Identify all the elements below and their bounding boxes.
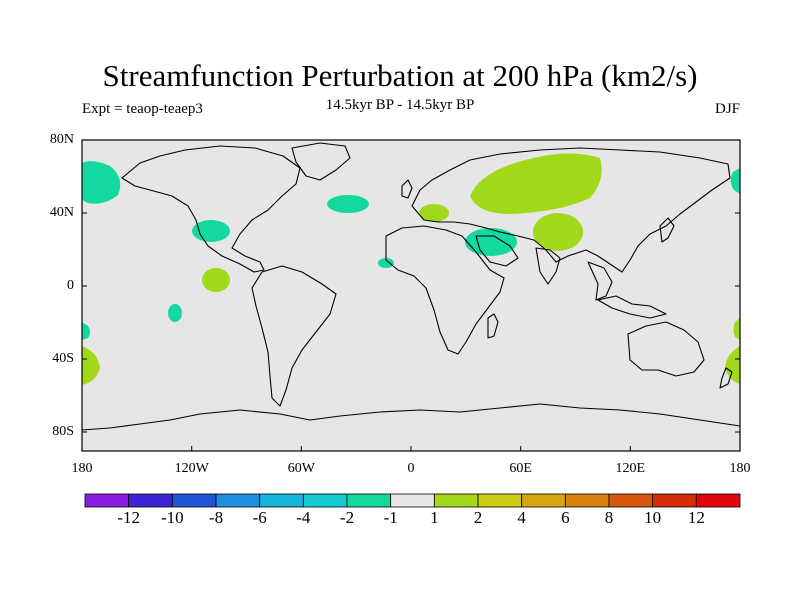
map-ticks bbox=[81, 139, 741, 451]
lat-label-40n: 40N bbox=[49, 205, 74, 220]
lat-label-0: 0 bbox=[67, 278, 74, 293]
colorbar-label-11: 8 bbox=[604, 508, 614, 527]
colorbar-swatch-5 bbox=[302, 493, 348, 508]
anomaly-n-atlantic bbox=[327, 195, 369, 213]
anomaly-n-pacific-180 bbox=[82, 161, 121, 204]
coast-india bbox=[535, 247, 561, 285]
colorbar-swatch-4 bbox=[259, 493, 304, 508]
colorbar-swatch-8 bbox=[433, 493, 479, 508]
lon-label-180-west: 180 bbox=[71, 461, 93, 476]
colorbar-label-0: -12 bbox=[117, 508, 140, 527]
coast-south-america bbox=[251, 265, 337, 407]
colorbar-label-5: -2 bbox=[339, 508, 355, 527]
colorbar-swatch-6 bbox=[346, 493, 392, 508]
coast-arabia bbox=[475, 235, 519, 267]
anomaly-sw-pacific-edge-w bbox=[82, 322, 90, 340]
colorbar-swatch-11 bbox=[564, 493, 610, 508]
coast-greenland bbox=[291, 142, 351, 181]
colorbar-swatch-13 bbox=[652, 493, 697, 508]
coast-british-isles bbox=[401, 179, 413, 199]
colorbar-label-6: -1 bbox=[383, 508, 398, 527]
colorbar-label-9: 4 bbox=[517, 508, 526, 527]
coastlines bbox=[81, 142, 741, 431]
colorbar-swatch-10 bbox=[521, 493, 566, 508]
coast-japan bbox=[659, 217, 675, 243]
colorbar-label-4: -4 bbox=[296, 508, 311, 527]
anomaly-sw-us bbox=[192, 220, 230, 242]
lon-label-0: 0 bbox=[407, 461, 415, 476]
colorbar-label-10: 6 bbox=[561, 508, 570, 527]
anomaly-n-pacific-east-edge bbox=[730, 168, 740, 194]
plot-title: Streamfunction Perturbation at 200 hPa (… bbox=[102, 58, 698, 93]
anomaly-middle-east bbox=[465, 228, 517, 256]
colorbar-swatch-12 bbox=[608, 493, 654, 508]
colorbar-label-7: 1 bbox=[430, 508, 439, 527]
coast-madagascar bbox=[487, 313, 499, 339]
anomaly-sw-pacific-edge-w2 bbox=[82, 346, 100, 385]
anomaly-shading bbox=[82, 153, 740, 385]
anomaly-tibet bbox=[533, 213, 583, 251]
colorbar-label-8: 2 bbox=[473, 508, 483, 527]
season-label: DJF bbox=[714, 101, 740, 117]
anomaly-s-pacific bbox=[168, 304, 182, 322]
colorbar-label-1: -10 bbox=[160, 508, 184, 527]
coast-north-america bbox=[121, 145, 301, 273]
anomaly-sw-pacific-edge-e2 bbox=[725, 346, 740, 384]
coast-new-zealand bbox=[719, 367, 733, 389]
period-label: 14.5kyr BP - 14.5kyr BP bbox=[325, 97, 475, 113]
colorbar-label-12: 10 bbox=[644, 508, 662, 527]
coast-antarctica bbox=[81, 403, 741, 431]
lon-label-60w: 60W bbox=[287, 461, 315, 476]
colorbar-swatch-1 bbox=[128, 493, 173, 508]
coast-se-asia bbox=[587, 261, 613, 301]
anomaly-tropical-e-pacific bbox=[202, 268, 230, 292]
lat-label-80s: 80S bbox=[52, 424, 74, 439]
lon-label-120e: 120E bbox=[615, 461, 646, 476]
anomaly-w-africa bbox=[378, 258, 394, 268]
coast-australia bbox=[627, 321, 705, 377]
colorbar-swatch-9 bbox=[477, 493, 523, 508]
colorbar bbox=[84, 493, 741, 508]
colorbar-swatch-0 bbox=[84, 493, 130, 508]
anomaly-eurasia bbox=[470, 153, 602, 214]
colorbar-swatch-7 bbox=[390, 493, 435, 508]
anomaly-mediterranean bbox=[419, 204, 449, 222]
coast-africa bbox=[385, 225, 505, 355]
colorbar-swatch-3 bbox=[215, 493, 261, 508]
lon-label-180-east: 180 bbox=[729, 461, 751, 476]
lon-label-60e: 60E bbox=[509, 461, 532, 476]
colorbar-label-3: -6 bbox=[252, 508, 267, 527]
experiment-label: Expt = teaop-teaep3 bbox=[82, 101, 203, 117]
colorbar-swatch-14 bbox=[695, 493, 741, 508]
lat-label-80n: 80N bbox=[49, 132, 74, 147]
lon-label-120w: 120W bbox=[174, 461, 209, 476]
coast-europe-asia bbox=[411, 147, 731, 273]
coast-maritime-continent bbox=[597, 295, 667, 319]
colorbar-label-13: 12 bbox=[687, 508, 705, 527]
lat-label-40s: 40S bbox=[52, 351, 74, 366]
colorbar-swatch-2 bbox=[171, 493, 217, 508]
colorbar-label-2: -8 bbox=[208, 508, 224, 527]
anomaly-sw-pacific-edge-e bbox=[733, 318, 740, 340]
